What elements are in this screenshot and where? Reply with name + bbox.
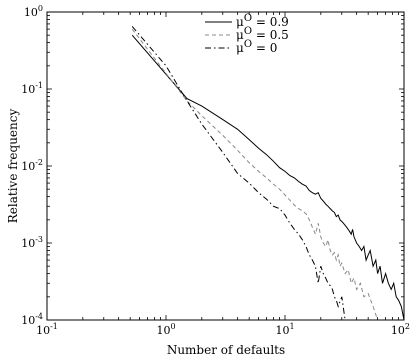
legend-superscript: O (244, 13, 252, 24)
x-tick-label-base: 10 (36, 324, 50, 337)
x-tick-label: 100 (156, 322, 175, 337)
y-tick-label: 10-2 (21, 158, 43, 173)
y-tick-label-base: 10 (21, 237, 35, 250)
legend: μO = 0.9μO = 0.5μO = 0 (205, 13, 289, 55)
x-tick-label-exponent: 1 (289, 322, 294, 331)
x-tick-label-exponent: -1 (50, 322, 58, 331)
legend-label: μO = 0.5 (236, 26, 289, 42)
x-axis-label: Number of defaults (167, 343, 285, 357)
legend-superscript: O (244, 39, 252, 50)
x-tick-label: 101 (275, 322, 294, 337)
x-tick-label-base: 10 (156, 324, 170, 337)
x-tick-label: 102 (391, 322, 410, 337)
y-tick-label: 10-4 (21, 312, 43, 327)
legend-label: μO = 0 (236, 39, 277, 55)
x-tick-label: 10-1 (36, 322, 58, 337)
y-axis-label: Relative frequency (6, 109, 20, 224)
series-line-dashed (131, 28, 379, 321)
y-tick-label-base: 10 (21, 314, 35, 327)
y-tick-label: 100 (24, 4, 43, 19)
y-tick-label-exponent: 0 (38, 4, 43, 13)
y-tick-label-base: 10 (21, 83, 35, 96)
y-tick-label-exponent: -4 (35, 312, 43, 321)
series-line-solid (131, 34, 405, 321)
y-tick-label-exponent: -3 (35, 235, 43, 244)
legend-mu: μ (236, 28, 244, 42)
y-tick-label: 10-1 (21, 81, 43, 96)
legend-mu: μ (236, 15, 244, 29)
legend-value: = 0.5 (252, 28, 289, 42)
y-tick-label-exponent: -1 (35, 81, 43, 90)
legend-value: = 0 (252, 41, 277, 55)
y-tick-label-exponent: -2 (35, 158, 43, 167)
legend-value: = 0.9 (252, 15, 289, 29)
y-tick-label: 10-3 (21, 235, 43, 250)
legend-label: μO = 0.9 (236, 13, 289, 29)
plot-area (131, 26, 405, 321)
y-tick-label-base: 10 (21, 160, 35, 173)
legend-superscript: O (244, 26, 252, 37)
x-tick-label-exponent: 0 (170, 322, 175, 331)
x-tick-label-base: 10 (391, 324, 405, 337)
y-tick-label-base: 10 (24, 6, 38, 19)
series-line-dashdot (131, 26, 346, 321)
x-tick-label-exponent: 2 (405, 322, 410, 331)
legend-mu: μ (236, 41, 244, 55)
x-tick-label-base: 10 (275, 324, 289, 337)
